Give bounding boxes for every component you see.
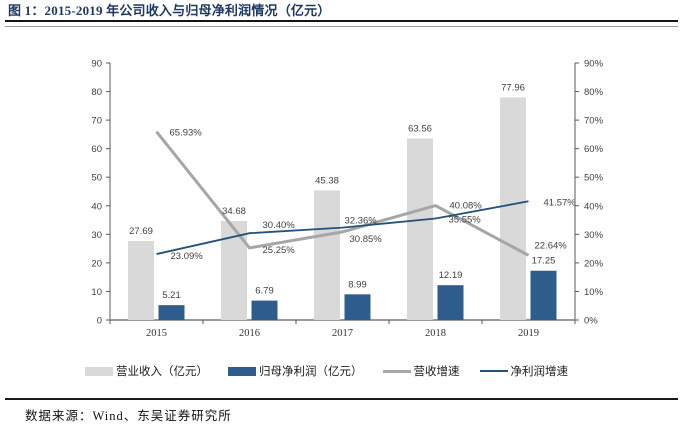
legend-item-1: 归母净利润（亿元）: [228, 363, 363, 379]
left-axis-tick-label: 20: [91, 258, 102, 269]
line-value-label: 35.55%: [449, 214, 482, 225]
bar-value-label: 34.68: [222, 206, 246, 217]
category-label: 2018: [425, 328, 446, 339]
line-value-label: 30.85%: [350, 234, 383, 245]
right-axis-tick-label: 50%: [584, 173, 604, 184]
bar-value-label: 63.56: [408, 124, 432, 135]
legend-item-0: 营业收入（亿元）: [85, 363, 208, 379]
right-axis-tick-label: 0%: [584, 316, 598, 327]
legend-bar-swatch: [228, 366, 256, 376]
profit-bar: [530, 270, 557, 320]
legend-label: 营业收入（亿元）: [116, 366, 208, 378]
left-axis-tick-label: 60: [91, 144, 102, 155]
bar-value-label: 6.79: [255, 286, 274, 297]
bar-value-label: 12.19: [439, 270, 463, 281]
profit-bar: [437, 285, 464, 320]
title-divider: [5, 20, 678, 27]
category-label: 2017: [332, 328, 353, 339]
line-value-label: 25.25%: [263, 245, 296, 256]
bar-value-label: 27.69: [129, 226, 153, 237]
right-axis-tick-label: 90%: [584, 59, 604, 70]
right-axis-tick-label: 70%: [584, 116, 604, 127]
chart-legend: 营业收入（亿元） 归母净利润（亿元） 营收增速 净利润增速: [85, 363, 683, 379]
profit-bar: [344, 294, 371, 320]
right-axis-tick-label: 60%: [584, 144, 604, 155]
right-axis-tick-label: 30%: [584, 230, 604, 241]
legend-label: 归母净利润（亿元）: [259, 366, 363, 378]
legend-label: 净利润增速: [510, 366, 569, 378]
legend-label: 营收增速: [413, 366, 460, 378]
line-value-label: 40.08%: [450, 201, 483, 212]
legend-item-3: 净利润增速: [479, 363, 569, 379]
revenue-bar: [128, 240, 154, 320]
bar-value-label: 45.38: [315, 175, 339, 186]
revenue-bar: [314, 190, 340, 320]
legend-line-swatch: [382, 369, 411, 373]
line-value-label: 32.36%: [345, 216, 378, 227]
right-axis-tick-label: 80%: [584, 87, 604, 98]
left-axis-tick-label: 30: [91, 230, 102, 241]
legend-item-2: 营收增速: [382, 363, 460, 379]
legend-line-swatch: [479, 370, 508, 372]
data-source: 数据来源：Wind、东吴证券研究所: [25, 409, 232, 423]
left-axis-tick-label: 50: [91, 173, 102, 184]
bar-value-label: 17.25: [532, 256, 556, 267]
category-label: 2019: [518, 328, 539, 339]
bar-value-label: 5.21: [162, 290, 181, 301]
bar-value-label: 77.96: [501, 82, 525, 93]
figure-title: 图 1：2015-2019 年公司收入与归母净利润情况（亿元）: [8, 3, 331, 18]
line-value-label: 22.64%: [535, 240, 568, 251]
source-divider: [5, 398, 678, 400]
profit-bar: [251, 300, 278, 320]
line-value-label: 65.93%: [170, 128, 203, 139]
line-value-label: 30.40%: [263, 220, 296, 231]
left-axis-tick-label: 0: [97, 316, 102, 327]
revenue-bar: [500, 97, 526, 320]
line-value-label: 23.09%: [171, 251, 204, 262]
left-axis-tick-label: 10: [91, 287, 102, 298]
right-axis-tick-label: 20%: [584, 258, 604, 269]
revenue-bar: [407, 138, 433, 320]
profit-bar: [158, 305, 185, 320]
category-label: 2016: [239, 328, 260, 339]
left-axis-tick-label: 70: [91, 116, 102, 127]
legend-bar-swatch: [85, 366, 113, 376]
right-axis-tick-label: 10%: [584, 287, 604, 298]
left-axis-tick-label: 80: [91, 87, 102, 98]
revenue-growth-line: [155, 130, 530, 257]
line-value-label: 41.57%: [544, 197, 577, 208]
left-axis-tick-label: 90: [91, 59, 102, 70]
left-axis-tick-label: 40: [91, 201, 102, 212]
category-label: 2015: [146, 328, 167, 339]
right-axis-tick-label: 40%: [584, 201, 604, 212]
bar-value-label: 8.99: [348, 279, 367, 290]
profit-growth-line: [156, 200, 529, 255]
